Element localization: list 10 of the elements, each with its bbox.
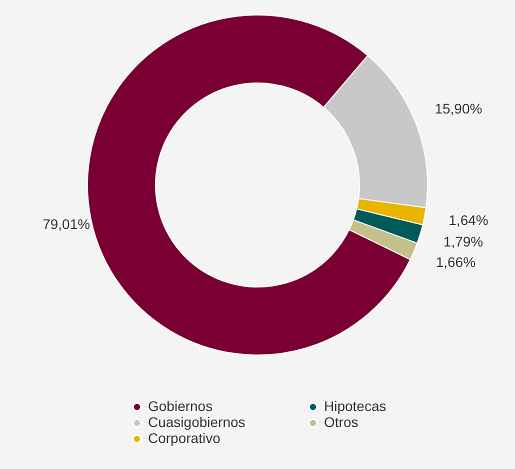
data-label: 1,64%: [448, 212, 488, 228]
data-label: 15,90%: [434, 100, 482, 117]
data-label: 79,01%: [42, 216, 90, 232]
legend-label: Corporativo: [148, 430, 221, 446]
legend-label: Hipotecas: [324, 398, 386, 414]
legend-label: Otros: [324, 414, 358, 430]
data-label: 1,79%: [443, 233, 484, 250]
data-label: 1,66%: [436, 254, 476, 270]
legend-label: Gobiernos: [148, 398, 213, 414]
legend-label: Cuasigobiernos: [148, 414, 246, 430]
